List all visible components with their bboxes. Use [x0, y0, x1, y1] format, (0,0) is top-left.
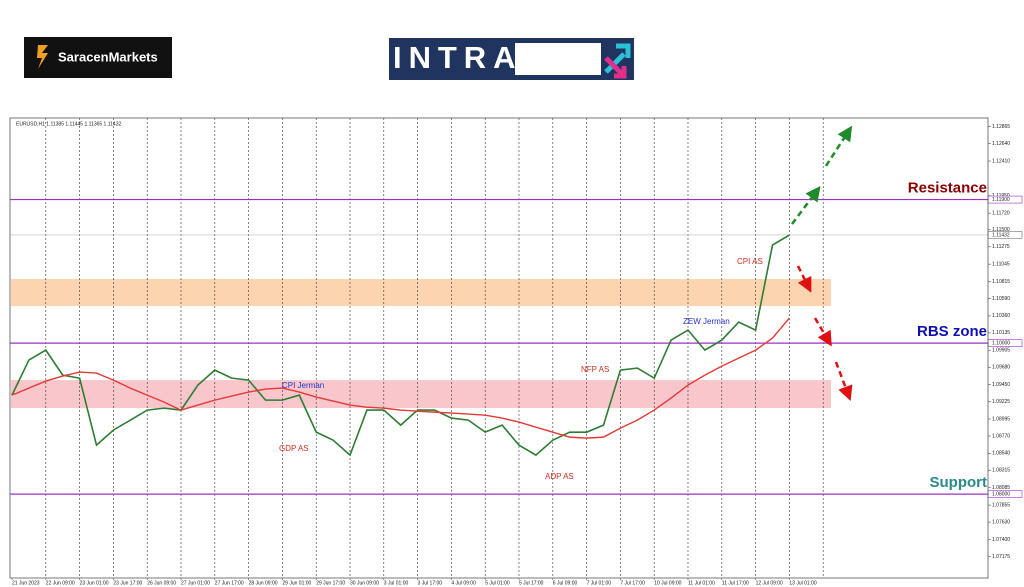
- level-tag-label: 1.11900: [992, 197, 1010, 203]
- x-tick-label: 13 Jul 01:00: [789, 580, 816, 586]
- y-tick-label: 1.08085: [992, 485, 1010, 491]
- x-tick-label: 30 Jun 09:00: [350, 580, 379, 586]
- x-tick-label: 11 Jul 01:00: [688, 580, 715, 586]
- y-tick-label: 1.07175: [992, 554, 1010, 560]
- arrow-down: [834, 361, 853, 402]
- brand-name: SaracenMarkets: [58, 49, 158, 64]
- x-tick-label: 11 Jul 17:00: [722, 580, 749, 586]
- x-tick-label: 21 Jun 2023: [12, 580, 40, 586]
- current-price-label: 1.11432: [992, 232, 1010, 238]
- level-tag-label: 1.10000: [992, 340, 1010, 346]
- y-tick-label: 1.10360: [992, 313, 1010, 319]
- y-tick-label: 1.11720: [992, 211, 1010, 217]
- annotation: ZEW Jerman: [683, 317, 730, 326]
- x-tick-label: 12 Jul 09:00: [756, 580, 783, 586]
- y-tick-label: 1.11275: [992, 244, 1010, 250]
- y-tick-label: 1.12640: [992, 141, 1010, 147]
- annotation: NFP AS: [581, 365, 609, 374]
- level-tag-label: 1.08000: [992, 491, 1010, 497]
- y-tick-label: 1.08315: [992, 468, 1010, 474]
- y-tick-label: 1.08540: [992, 451, 1010, 457]
- x-tick-label: 27 Jun 01:00: [181, 580, 210, 586]
- y-tick-label: 1.09450: [992, 382, 1010, 388]
- x-tick-label: 7 Jul 17:00: [620, 580, 645, 586]
- price-line: [11, 317, 790, 439]
- banner-icon: [604, 56, 627, 79]
- x-tick-label: 3 Jul 17:00: [418, 580, 443, 586]
- x-tick-label: 7 Jul 01:00: [587, 580, 612, 586]
- y-tick-label: 1.07400: [992, 537, 1010, 543]
- x-tick-label: 27 Jun 17:00: [215, 580, 244, 586]
- x-tick-label: 28 Jun 09:00: [249, 580, 278, 586]
- plot-frame: [9, 117, 989, 579]
- level-name: RBS zone: [917, 323, 987, 340]
- annotation: CPI AS: [737, 257, 763, 266]
- annotation: GDP AS: [279, 444, 309, 453]
- x-tick-label: 3 Jul 01:00: [384, 580, 409, 586]
- plot: 1.128651.126401.124101.119501.117201.115…: [10, 118, 1023, 586]
- x-tick-label: 10 Jul 09:00: [654, 580, 681, 586]
- arrow-up: [791, 186, 821, 225]
- y-tick-label: 1.11045: [992, 261, 1010, 267]
- chart-title: EURUSD,H1 1.11385 1.11445 1.11365 1.1143…: [16, 121, 121, 127]
- banner-text: INTRADAY: [393, 40, 599, 75]
- x-tick-label: 23 Jun 01:00: [80, 580, 109, 586]
- x-tick-label: 29 Jun 17:00: [316, 580, 345, 586]
- level-name: Support: [930, 474, 988, 491]
- banner-icon: [604, 43, 631, 74]
- x-tick-label: 4 Jul 09:00: [451, 580, 476, 586]
- arrow-up: [824, 125, 853, 167]
- x-tick-label: 23 Jun 17:00: [113, 580, 142, 586]
- y-tick-label: 1.10815: [992, 279, 1010, 285]
- y-tick-label: 1.09905: [992, 348, 1010, 354]
- y-tick-label: 1.12865: [992, 124, 1010, 130]
- y-tick-label: 1.07630: [992, 519, 1010, 525]
- x-tick-label: 29 Jun 01:00: [282, 580, 311, 586]
- y-tick-label: 1.09225: [992, 399, 1010, 405]
- y-tick-label: 1.10135: [992, 330, 1010, 336]
- y-tick-label: 1.08770: [992, 433, 1010, 439]
- banner-highlight: [515, 43, 601, 75]
- brand-logo: [24, 37, 172, 78]
- y-tick-label: 1.08995: [992, 416, 1010, 422]
- x-tick-label: 5 Jul 17:00: [519, 580, 544, 586]
- arrow-down: [813, 317, 832, 347]
- y-tick-label: 1.11500: [992, 227, 1010, 233]
- price-line: [11, 234, 790, 457]
- arrow-down: [796, 265, 812, 293]
- y-tick-label: 1.10590: [992, 296, 1010, 302]
- zone: [11, 279, 831, 307]
- zone: [11, 380, 831, 409]
- x-tick-label: 22 Jun 09:00: [46, 580, 75, 586]
- x-tick-label: 5 Jul 01:00: [485, 580, 510, 586]
- annotation: ADP AS: [545, 472, 574, 481]
- y-tick-label: 1.07855: [992, 502, 1010, 508]
- x-tick-label: 6 Jul 09:00: [553, 580, 578, 586]
- annotation: CPI Jerman: [282, 381, 324, 390]
- forecast-arrows: [791, 125, 853, 402]
- level-name: Resistance: [908, 180, 987, 197]
- y-tick-label: 1.09680: [992, 365, 1010, 371]
- x-tick-label: 26 Jun 09:00: [147, 580, 176, 586]
- y-tick-label: 1.12410: [992, 158, 1010, 164]
- brand-icon: [37, 45, 48, 69]
